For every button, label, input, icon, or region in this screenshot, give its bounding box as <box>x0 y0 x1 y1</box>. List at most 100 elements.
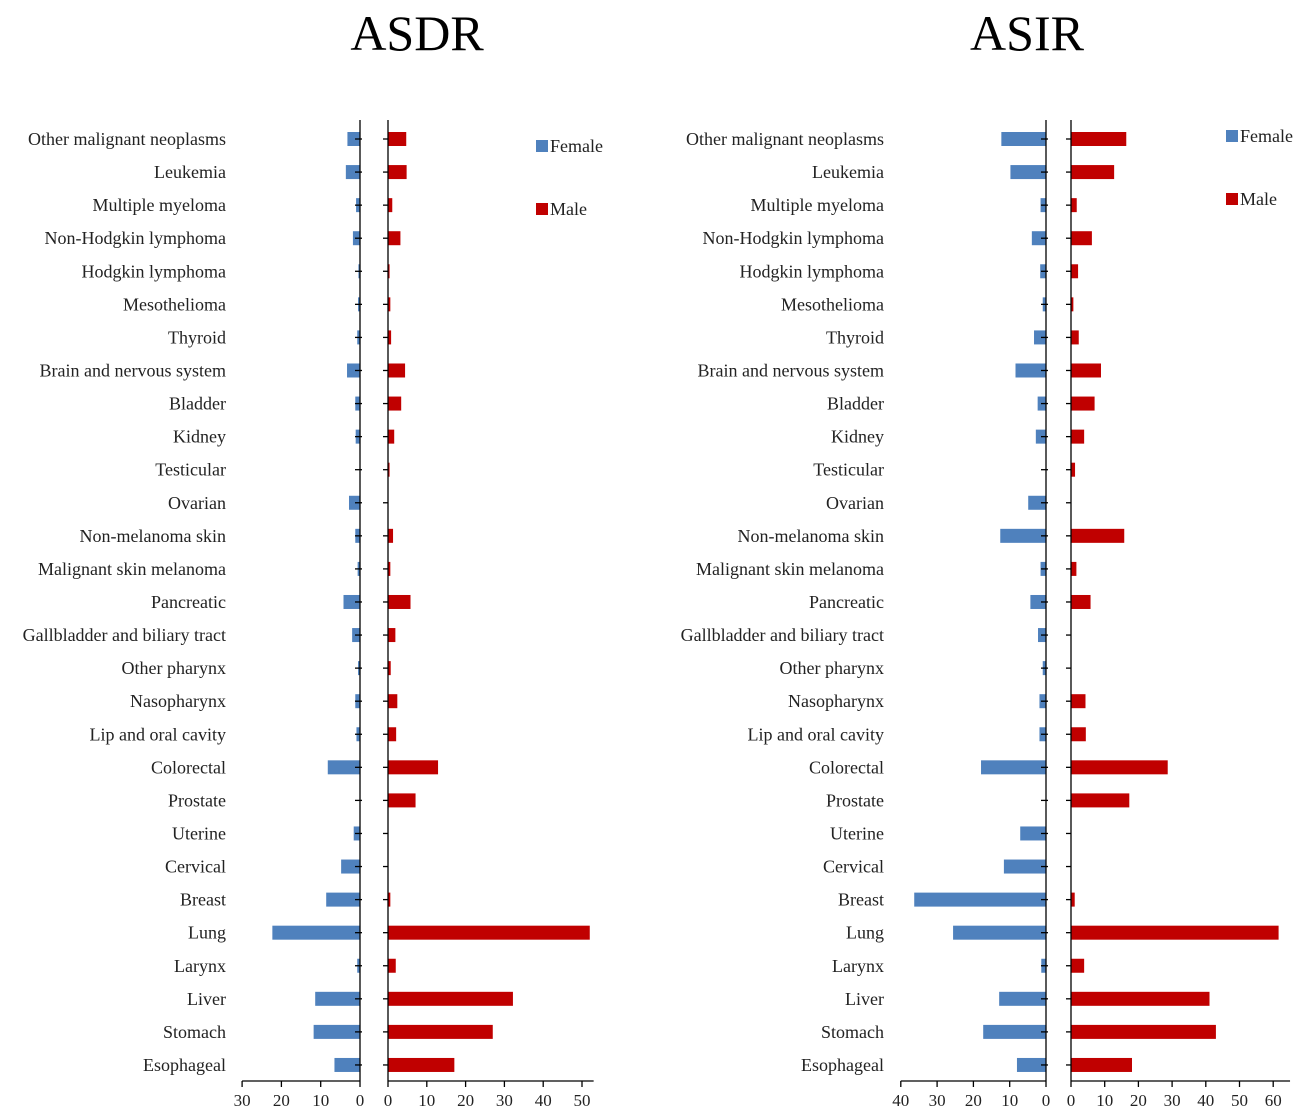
category-label: Brain and nervous system <box>40 360 226 380</box>
female-x-tick-label: 30 <box>234 1091 251 1110</box>
legend-label-male: Male <box>1240 189 1277 209</box>
category-label: Prostate <box>168 790 226 810</box>
category-label: Non-melanoma skin <box>80 526 226 546</box>
bar-male <box>388 165 407 180</box>
bar-male <box>388 198 393 213</box>
legend-swatch-female <box>536 140 548 152</box>
category-label: Bladder <box>169 394 226 414</box>
bar-female <box>272 925 360 940</box>
chart-panel-asir: ASIR Other malignant neoplasms Leukemia Mul… <box>681 5 1293 1110</box>
female-x-tick-label: 30 <box>929 1091 946 1110</box>
bar-male <box>388 793 416 808</box>
legend-swatch-male <box>1226 193 1238 205</box>
bar-male <box>388 132 407 146</box>
bar-male <box>1071 727 1086 742</box>
legend-swatch-female <box>1226 130 1238 142</box>
bar-male <box>388 396 402 411</box>
category-label: Breast <box>838 890 884 910</box>
bar-female <box>1010 165 1046 180</box>
category-label: Ovarian <box>168 493 226 513</box>
male-x-tick-label: 10 <box>1096 1091 1113 1110</box>
legend-swatch-male <box>536 203 548 215</box>
bar-female <box>341 859 360 874</box>
male-x-tick-label: 20 <box>1130 1091 1147 1110</box>
category-label: Other malignant neoplasms <box>28 129 226 149</box>
bar-female <box>315 991 360 1006</box>
category-label: Gallbladder and biliary tract <box>23 625 226 645</box>
category-label: Lip and oral cavity <box>748 724 884 744</box>
bar-male <box>1071 925 1279 940</box>
bar-male <box>1071 429 1085 444</box>
category-label: Multiple myeloma <box>751 195 884 215</box>
bar-female <box>1030 594 1046 609</box>
female-x-tick-label: 0 <box>1042 1091 1051 1110</box>
bar-female <box>326 892 360 907</box>
legend-label-female: Female <box>550 136 603 156</box>
chart-title: ASDR <box>350 5 484 61</box>
bar-male <box>1071 528 1125 543</box>
female-x-tick-label: 40 <box>892 1091 909 1110</box>
category-label: Thyroid <box>168 327 226 347</box>
category-label: Stomach <box>821 1022 884 1042</box>
bar-female <box>1000 528 1046 543</box>
bar-male <box>388 661 391 676</box>
legend-label-male: Male <box>550 199 587 219</box>
bar-male <box>388 1024 493 1039</box>
bar-female <box>313 1024 360 1039</box>
bar-male <box>1071 561 1077 576</box>
male-x-tick-label: 50 <box>574 1091 591 1110</box>
chart-title: ASIR <box>970 5 1085 61</box>
category-label: Larynx <box>174 956 226 976</box>
bar-female <box>981 760 1046 775</box>
category-label: Multiple myeloma <box>93 195 226 215</box>
category-label: Colorectal <box>809 757 884 777</box>
category-label: Cervical <box>165 857 226 877</box>
bar-male <box>388 760 439 775</box>
bar-female <box>334 1057 360 1072</box>
category-label: Colorectal <box>151 757 226 777</box>
category-label: Malignant skin melanoma <box>696 559 884 579</box>
category-label: Nasopharynx <box>788 691 884 711</box>
category-label: Non-Hodgkin lymphoma <box>703 228 885 248</box>
category-label: Lip and oral cavity <box>90 724 226 744</box>
bar-male <box>388 628 396 643</box>
category-label: Pancreatic <box>809 592 884 612</box>
legend-label-female: Female <box>1240 126 1293 146</box>
bar-male <box>388 528 394 543</box>
bar-female <box>1034 330 1046 345</box>
female-x-tick-label: 10 <box>312 1091 329 1110</box>
bar-male <box>1071 793 1130 808</box>
bar-female <box>327 760 360 775</box>
bar-male <box>1071 132 1127 146</box>
category-label: Liver <box>187 989 226 1009</box>
female-x-tick-label: 0 <box>356 1091 365 1110</box>
category-label: Other malignant neoplasms <box>686 129 884 149</box>
bar-female <box>1028 495 1046 510</box>
bar-male <box>1071 264 1079 279</box>
category-label: Ovarian <box>826 493 884 513</box>
bar-female <box>345 165 360 180</box>
bar-female <box>914 892 1046 907</box>
bar-male <box>388 594 411 609</box>
category-label: Cervical <box>823 857 884 877</box>
bar-male <box>1071 958 1085 973</box>
bar-male <box>388 958 396 973</box>
category-label: Brain and nervous system <box>698 360 884 380</box>
bar-male <box>388 297 391 312</box>
category-label: Uterine <box>172 823 226 843</box>
bar-female <box>1035 429 1046 444</box>
category-label: Mesothelioma <box>123 294 226 314</box>
category-label: Hodgkin lymphoma <box>82 261 227 281</box>
bar-female <box>1001 132 1046 146</box>
category-label: Liver <box>845 989 884 1009</box>
category-label: Leukemia <box>154 162 226 182</box>
category-label: Pancreatic <box>151 592 226 612</box>
chart-panel-asdr: ASDR Other malignant neoplasms Leukemia Mul… <box>23 5 603 1110</box>
bar-female <box>343 594 360 609</box>
bar-male <box>1071 363 1101 378</box>
female-x-tick-label: 20 <box>965 1091 982 1110</box>
bar-male <box>388 462 390 477</box>
male-x-tick-label: 60 <box>1265 1091 1282 1110</box>
category-label: Mesothelioma <box>781 294 884 314</box>
